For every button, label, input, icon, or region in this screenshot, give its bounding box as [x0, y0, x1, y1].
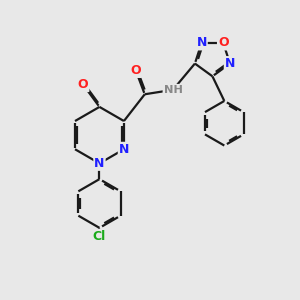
- Text: N: N: [94, 157, 105, 170]
- Text: N: N: [225, 57, 235, 70]
- Text: N: N: [119, 143, 129, 156]
- Text: N: N: [196, 37, 207, 50]
- Text: Cl: Cl: [93, 230, 106, 243]
- Text: O: O: [130, 64, 141, 77]
- Text: O: O: [78, 78, 88, 91]
- Text: O: O: [218, 37, 229, 50]
- Text: NH: NH: [164, 85, 182, 95]
